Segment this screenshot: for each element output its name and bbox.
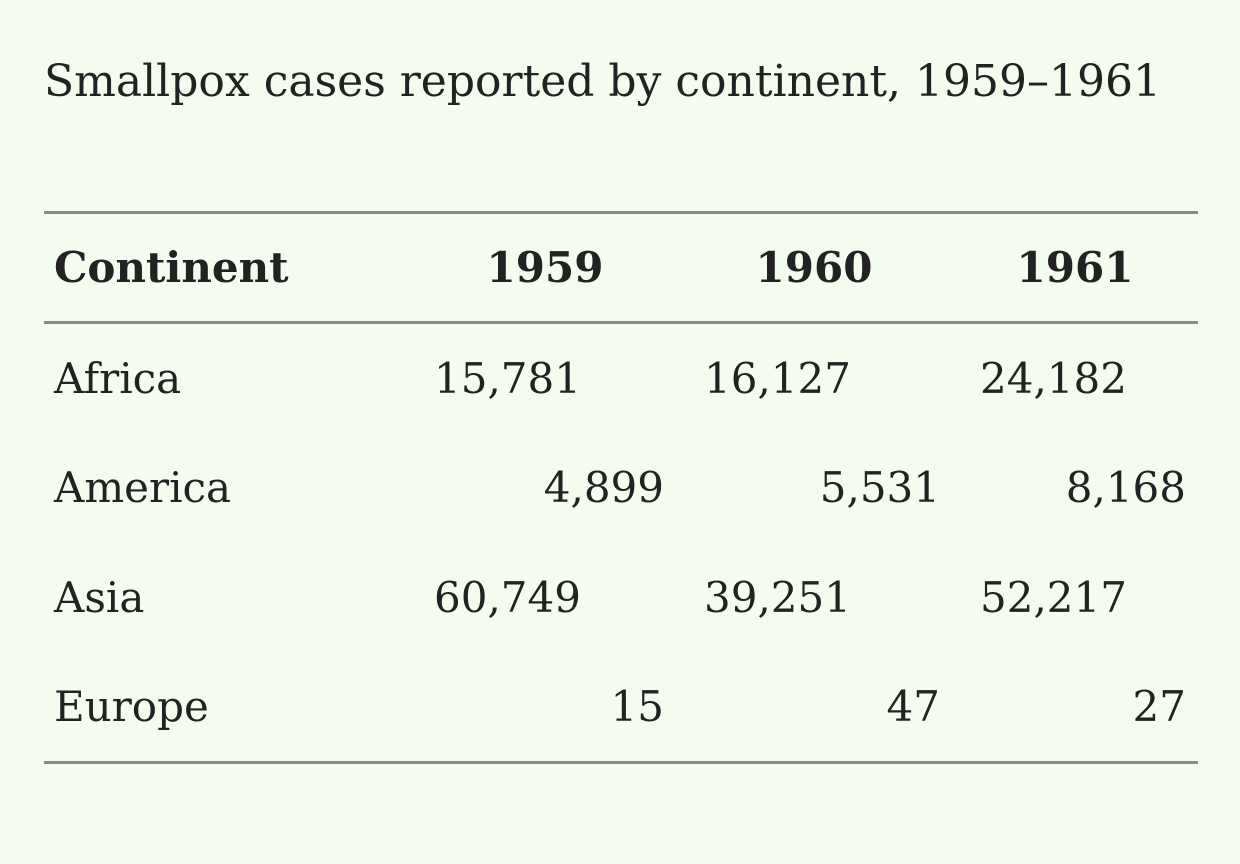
continent-cell: Europe: [54, 682, 209, 732]
table-header: Continent 1959 1960 1961: [44, 212, 1198, 324]
column-header-1960: 1960: [676, 212, 952, 324]
cases-1961-cell: 8,168: [1065, 463, 1186, 512]
cases-1961-cell: 27: [1132, 682, 1186, 732]
cases-1960-cell: 5,531: [819, 463, 940, 512]
table-row: Europe 15 47 27: [44, 653, 1198, 763]
cases-1960-cell: 39,251: [704, 573, 851, 622]
column-header-continent: Continent: [44, 212, 414, 324]
cases-1959-cell: 4,899: [543, 463, 664, 512]
cases-1960-cell: 47: [886, 682, 940, 732]
continent-cell: Africa: [54, 353, 182, 403]
cases-1959-cell: 60,749: [434, 573, 581, 622]
table-title: Smallpox cases reported by continent, 19…: [44, 56, 1161, 107]
cases-1961-cell: 24,182: [980, 353, 1127, 403]
cases-1959-cell: 15,781: [434, 353, 581, 403]
cases-1959-cell: 15: [610, 682, 664, 732]
table-row: America 4,899 5,531 8,168: [44, 433, 1198, 543]
column-header-1961: 1961: [952, 212, 1198, 324]
cases-1961-cell: 52,217: [980, 573, 1127, 622]
continent-cell: Asia: [54, 573, 145, 622]
smallpox-cases-table: Continent 1959 1960 1961 Africa 15,781 1…: [44, 211, 1198, 764]
table-row: Africa 15,781 16,127 24,182: [44, 323, 1198, 433]
continent-cell: America: [54, 463, 232, 512]
table-row: Asia 60,749 39,251 52,217: [44, 543, 1198, 653]
table-body: Africa 15,781 16,127 24,182 America 4,89…: [44, 323, 1198, 763]
column-header-1959: 1959: [414, 212, 676, 324]
header-row: Continent 1959 1960 1961: [44, 212, 1198, 324]
cases-1960-cell: 16,127: [704, 353, 851, 403]
